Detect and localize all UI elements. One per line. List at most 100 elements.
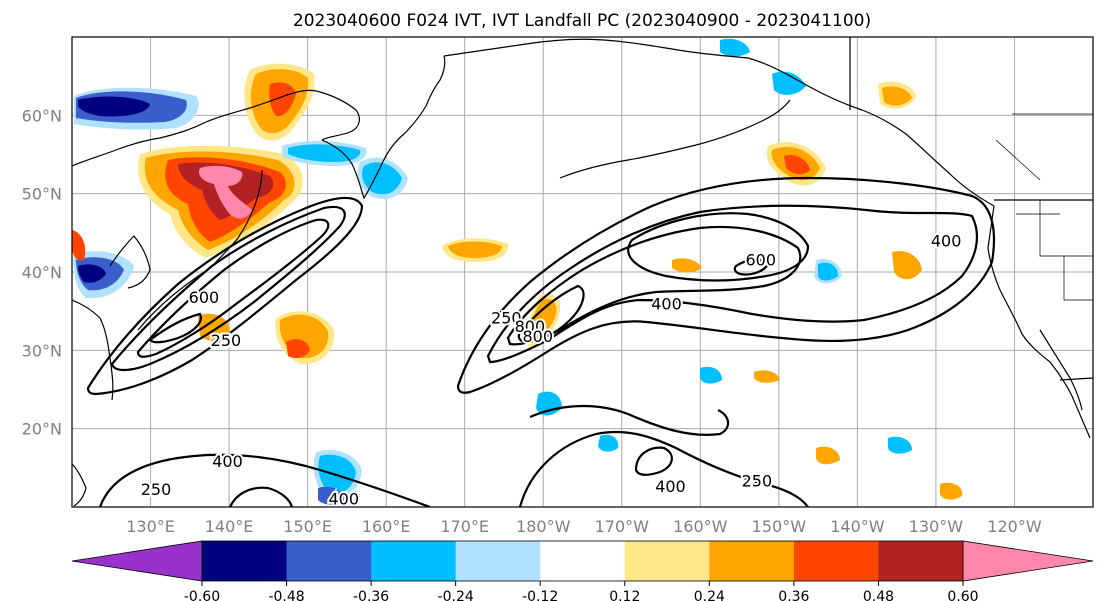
contour-label: 250 [491,308,522,327]
coastline-alaska [747,57,995,207]
shade-orange [816,446,840,465]
shade-sky-blue [720,38,750,57]
contour-label: 600 [189,288,220,307]
latitude-label: 40°N [22,263,62,282]
contour-label: 250 [742,471,773,490]
ivt-contour-400-central [486,204,979,364]
shade-sky-blue [598,434,619,452]
longitude-labels: 130°E 140°E 150°E 160°E 170°E 180°W 170°W 160°W… [126,517,1042,536]
colorbar-tick-label: 0.48 [863,589,894,601]
colorbar-tick-label: 0.24 [694,589,725,601]
shade-orange [882,86,912,106]
coastlines [72,37,1093,507]
latitude-label: 20°N [22,420,62,439]
shade-dark-blue [78,96,150,117]
colorbar-segment [286,541,372,581]
ivt-contour-400-south-2 [229,486,294,507]
longitude-label: 130°W [909,517,964,536]
colorbar-segment [709,541,795,581]
shade-orange [940,482,963,500]
longitude-label: 140°W [830,517,885,536]
ivt-contour-800-central [517,284,585,344]
shade-sky-blue [772,71,806,95]
coastline-bering [443,38,749,59]
latitude-label: 50°N [22,185,62,204]
shade-orange [892,250,922,280]
ivt-contour-800-east [733,258,770,276]
longitude-label: 130°E [126,517,175,536]
ivt-contour-800-asia [148,312,202,344]
shade-pink [198,165,252,219]
colorbar-tick-label: -0.12 [522,589,558,601]
contour-label: 600 [746,250,777,269]
coastline-sakhalin-kamchatka [321,55,446,200]
colorbar-tick-label: -0.24 [438,589,474,601]
coastline-aleutians [559,99,791,179]
longitude-label: 120°W [987,517,1042,536]
ivt-contour-250-south-1 [529,404,730,436]
latitude-label: 30°N [22,341,62,360]
coastline-japan [137,169,263,331]
border-us-mexico [1059,377,1093,381]
colorbar-tick-label: -0.60 [184,589,220,601]
shade-orange-red [269,82,296,117]
colorbar-extend-low [71,540,203,582]
longitude-label: 170°W [595,517,650,536]
contour-label: 400 [931,232,962,251]
colorbar-segments [71,540,1094,582]
shade-orange [530,298,557,340]
contour-label: 800 [515,317,546,336]
contour-label: 400 [655,477,686,496]
colorbar-segment [878,541,964,581]
longitude-label: 170°E [440,517,489,536]
colorbar-segment [793,541,879,581]
longitude-label: 150°E [283,517,332,536]
ivt-contour-600-asia [136,218,330,358]
contour-label: 400 [651,294,682,313]
colorbar-tick-label: -0.36 [353,589,389,601]
ivt-contours [86,176,996,507]
colorbar-tick-label: 0.36 [778,589,809,601]
colorbar-tick-label: -0.48 [268,589,304,601]
coastline-north-america-west [987,205,1091,439]
shade-sky-blue [362,162,402,195]
contour-label: 250 [211,331,242,350]
shade-sky-blue [818,262,838,281]
ivt-contour-400-asia [110,205,346,372]
coastline-korea [109,235,151,289]
colorbar-ticks: -0.60 -0.48 -0.36 -0.24 -0.12 0.12 0.24 0.36 0.4… [184,581,979,601]
colorbar-extend-high [962,540,1094,582]
ivt-contour-600-east [627,212,810,282]
shade-dark-blue [78,264,106,283]
ivt-contour-250-central [456,176,996,394]
shade-orange-red [72,230,86,261]
colorbar-segment [624,541,710,581]
pc-shading-layer [72,38,963,505]
longitude-label: 180°W [516,517,571,536]
colorbar-tick-label: 0.12 [609,589,640,601]
shade-sky-blue [288,144,361,162]
shade-orange-red [286,339,310,358]
contour-label: 400 [212,452,243,471]
colorbar-outline [201,540,964,582]
colorbar-segment [202,541,288,581]
latitude-labels: 20°N 30°N 40°N 50°N 60°N [22,106,62,438]
contour-label: 800 [522,327,553,346]
coastline-china-coast [72,299,114,401]
colorbar-tick-label: 0.60 [947,589,978,601]
colorbar-segment [371,541,457,581]
map-title: 2023040600 F024 IVT, IVT Landfall PC (20… [293,11,871,31]
border-states [995,113,1093,301]
shade-royal-blue [318,486,346,505]
shade-orange [754,370,780,383]
map-frame [71,36,1094,508]
latitude-label: 60°N [22,106,62,125]
ivt-contour-400-south-4 [634,446,673,476]
contour-label: 250 [141,480,172,499]
longitude-label: 160°E [362,517,411,536]
longitude-label: 150°W [752,517,807,536]
coastline-baja [1039,329,1083,411]
contour-label: 400 [328,489,359,508]
